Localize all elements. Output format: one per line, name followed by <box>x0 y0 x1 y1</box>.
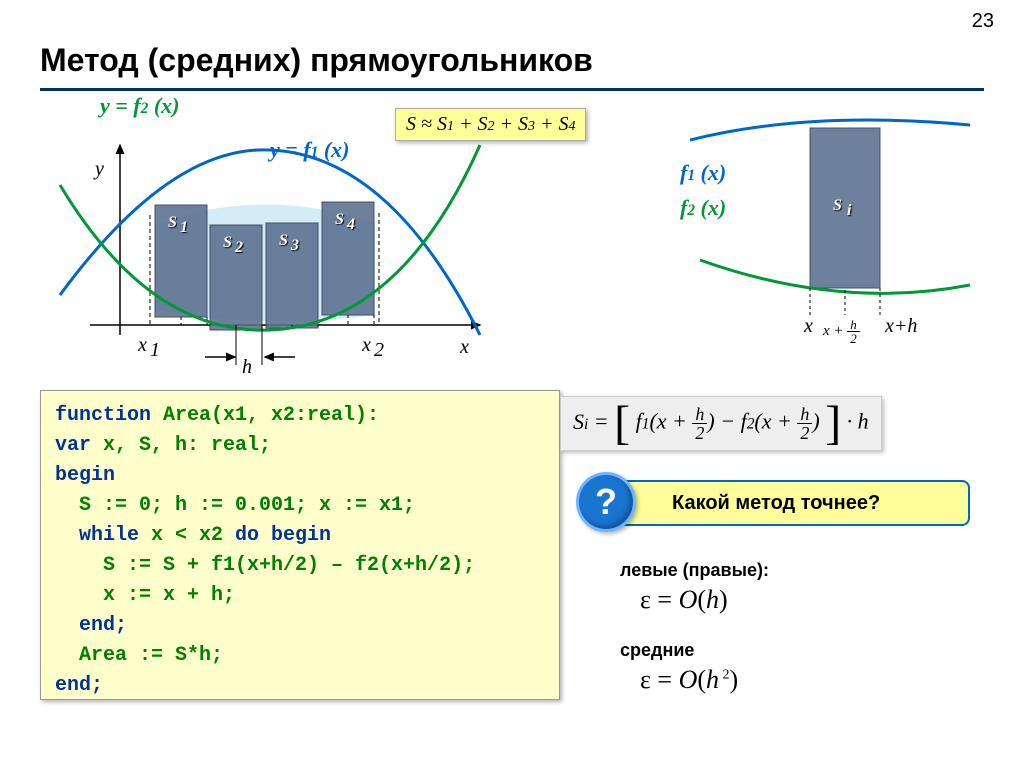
svg-text:x: x <box>459 336 469 358</box>
page-title: Метод (средних) прямоугольников <box>40 42 593 79</box>
svg-text:2: 2 <box>374 339 384 361</box>
code-block: function Area(x1, x2:real): var x, S, h:… <box>40 390 560 700</box>
xh2-label: x + h2 <box>823 318 860 345</box>
svg-text:3: 3 <box>290 237 299 254</box>
f2-label: y = f2 (x) <box>100 93 180 119</box>
svg-text:S: S <box>279 232 288 249</box>
svg-text:S: S <box>335 211 344 228</box>
svg-text:h: h <box>242 356 252 375</box>
svg-text:x+h: x+h <box>884 315 917 337</box>
question-text: Какой метод точнее? <box>672 492 880 515</box>
svg-text:S: S <box>223 234 232 251</box>
right-f2-label: f2 (x) <box>680 195 726 221</box>
svg-text:S: S <box>833 197 842 214</box>
svg-text:x: x <box>803 315 813 337</box>
page-number: 23 <box>972 10 994 33</box>
f1-label: y = f1 (x) <box>270 137 350 163</box>
complexity-mid: средние ε = O(h 2) <box>620 640 738 695</box>
svg-text:2: 2 <box>234 239 243 256</box>
svg-text:S: S <box>168 214 177 231</box>
question-box: Какой метод точнее? <box>610 480 970 526</box>
right-f1-label: f1 (x) <box>680 160 726 186</box>
svg-text:i: i <box>847 202 852 219</box>
title-divider <box>40 88 984 91</box>
svg-text:4: 4 <box>346 216 355 233</box>
svg-text:1: 1 <box>150 339 160 361</box>
si-formula: Si = [ f1(x + h2) − f2(x + h2) ] · h <box>560 396 882 451</box>
question-icon: ? <box>576 472 636 532</box>
svg-text:x: x <box>137 334 147 356</box>
svg-text:y: y <box>93 158 104 180</box>
svg-text:1: 1 <box>180 219 188 236</box>
right-chart: f1 (x) f2 (x) Si x x+h x + h2 <box>690 100 990 360</box>
complexity-left-right: левые (правые): ε = O(h) <box>620 560 769 615</box>
svg-text:x: x <box>361 334 371 356</box>
sum-formula: S ≈ S1 + S2 + S3 + S4 <box>395 108 586 141</box>
